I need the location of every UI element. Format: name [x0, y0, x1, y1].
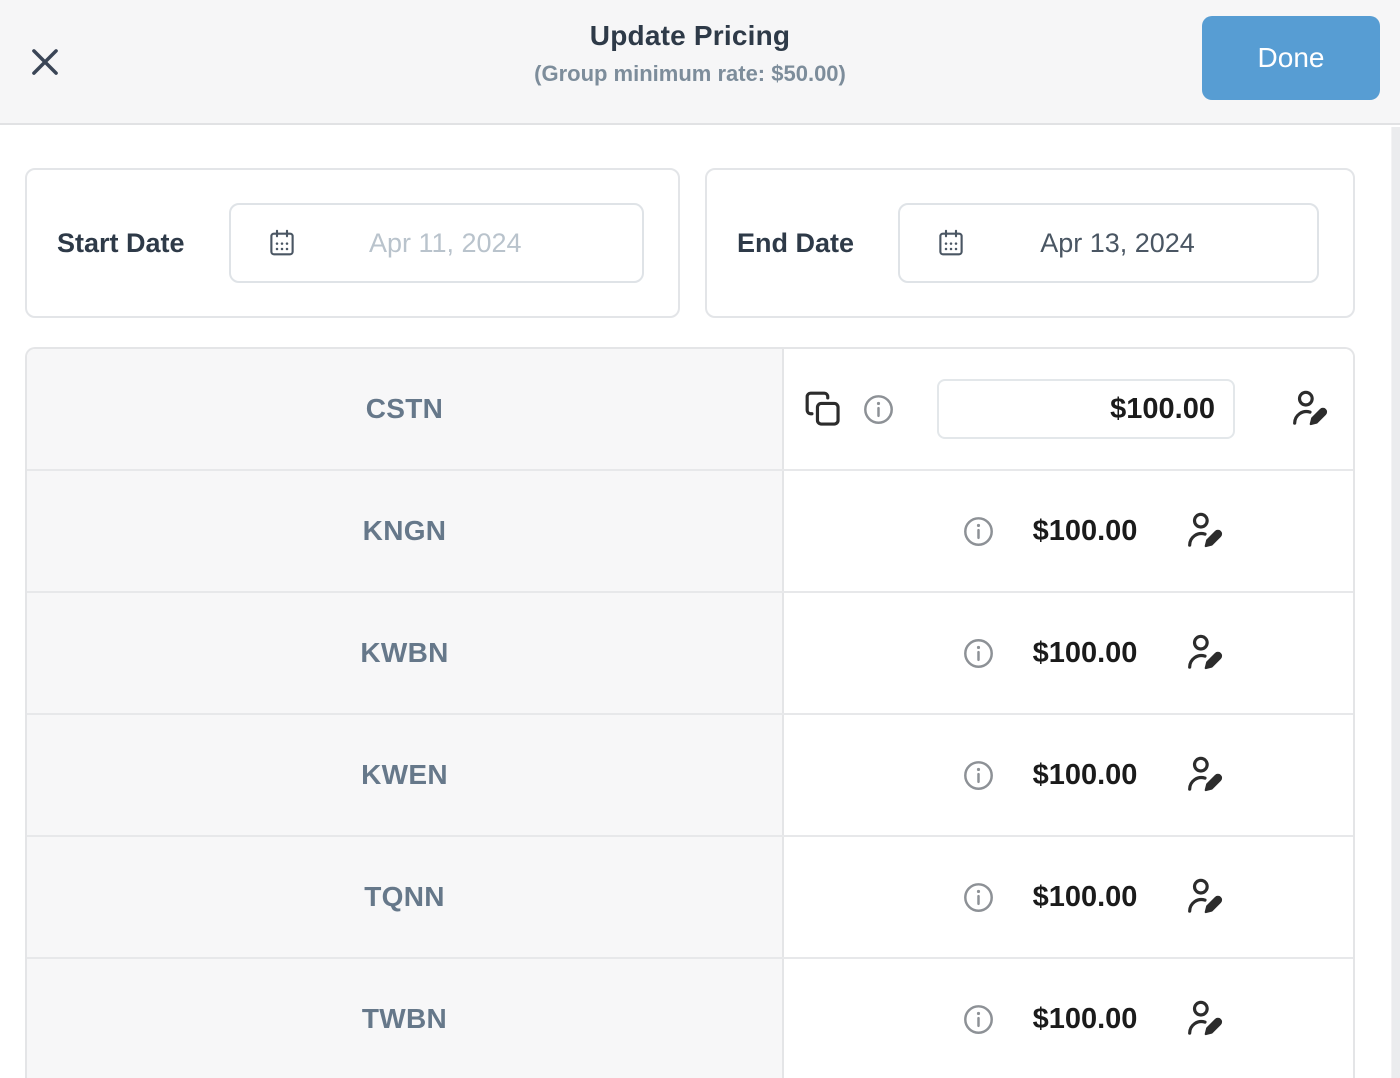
- rate-cell: $100.00: [784, 471, 1353, 591]
- info-icon: [962, 1003, 995, 1036]
- close-icon: [26, 43, 70, 81]
- rate-value: $100.00: [1032, 1002, 1138, 1035]
- rate-cell: $100.00: [784, 837, 1353, 957]
- rate-value: $100.00: [1032, 758, 1138, 791]
- rate-cell: $100.00: [784, 593, 1353, 713]
- title-block: Update Pricing (Group minimum rate: $50.…: [200, 20, 1180, 87]
- room-code-cell: KNGN: [27, 471, 784, 591]
- user-edit-icon: [1185, 755, 1225, 795]
- page-subtitle: (Group minimum rate: $50.00): [534, 61, 846, 86]
- edit-rate-button[interactable]: [1185, 999, 1225, 1039]
- rate-info-button[interactable]: [962, 515, 995, 548]
- rate-info-button[interactable]: [962, 637, 995, 670]
- copy-rate-button[interactable]: [804, 390, 842, 428]
- user-edit-icon: [1290, 389, 1330, 429]
- end-date-value: Apr 13, 2024: [1040, 227, 1195, 258]
- info-icon: [862, 393, 895, 426]
- rate-value: $100.00: [1032, 636, 1138, 669]
- rate-cell: [784, 349, 1353, 469]
- end-date-label: End Date: [737, 227, 855, 258]
- rate-cell: $100.00: [784, 959, 1353, 1078]
- close-button[interactable]: [26, 40, 70, 84]
- user-edit-icon: [1185, 999, 1225, 1039]
- start-date-value: Apr 11, 2024: [368, 227, 522, 258]
- edit-rate-button[interactable]: [1185, 511, 1225, 551]
- user-edit-icon: [1185, 511, 1225, 551]
- user-edit-icon: [1185, 877, 1225, 917]
- start-date-label: Start Date: [57, 227, 185, 258]
- edit-rate-button[interactable]: [1185, 633, 1225, 673]
- room-code-cell: CSTN: [27, 349, 784, 469]
- modal-header: Update Pricing (Group minimum rate: $50.…: [0, 0, 1400, 125]
- rate-value: $100.00: [1032, 880, 1138, 913]
- copy-icon: [804, 390, 842, 428]
- table-row: TQNN $100.00: [27, 837, 1353, 959]
- end-date-card: End Date Apr 13, 2024: [705, 168, 1355, 318]
- rate-value: $100.00: [1032, 514, 1138, 547]
- edit-rate-button[interactable]: [1185, 755, 1225, 795]
- table-row: KNGN $100.00: [27, 471, 1353, 593]
- done-button[interactable]: Done: [1202, 16, 1380, 100]
- start-date-card: Start Date Apr 11, 2024: [25, 168, 680, 318]
- info-icon: [962, 881, 995, 914]
- table-row: KWEN $100.00: [27, 715, 1353, 837]
- start-date-input[interactable]: Apr 11, 2024: [228, 203, 644, 283]
- info-icon: [962, 759, 995, 792]
- calendar-icon: [267, 228, 297, 258]
- rate-info-button[interactable]: [862, 393, 895, 426]
- edit-rate-button[interactable]: [1185, 877, 1225, 917]
- end-date-input[interactable]: Apr 13, 2024: [898, 203, 1319, 283]
- room-code-cell: TWBN: [27, 959, 784, 1078]
- table-row: TWBN $100.00: [27, 959, 1353, 1078]
- scrollbar[interactable]: [1391, 127, 1400, 1078]
- room-code-cell: KWBN: [27, 593, 784, 713]
- rate-info-button[interactable]: [962, 1003, 995, 1036]
- user-edit-icon: [1185, 633, 1225, 673]
- calendar-icon: [936, 228, 966, 258]
- rate-input[interactable]: [937, 379, 1235, 439]
- page-title: Update Pricing: [589, 20, 791, 51]
- rate-info-button[interactable]: [962, 881, 995, 914]
- info-icon: [962, 515, 995, 548]
- rate-info-button[interactable]: [962, 759, 995, 792]
- room-code-cell: KWEN: [27, 715, 784, 835]
- info-icon: [962, 637, 995, 670]
- table-row: KWBN $100.00: [27, 593, 1353, 715]
- room-code-cell: TQNN: [27, 837, 784, 957]
- pricing-table: CSTN: [25, 347, 1355, 1078]
- edit-rate-button[interactable]: [1290, 389, 1330, 429]
- table-row: CSTN: [27, 349, 1353, 471]
- rate-cell: $100.00: [784, 715, 1353, 835]
- date-picker-row: Start Date Apr 11, 2024: [25, 168, 1355, 318]
